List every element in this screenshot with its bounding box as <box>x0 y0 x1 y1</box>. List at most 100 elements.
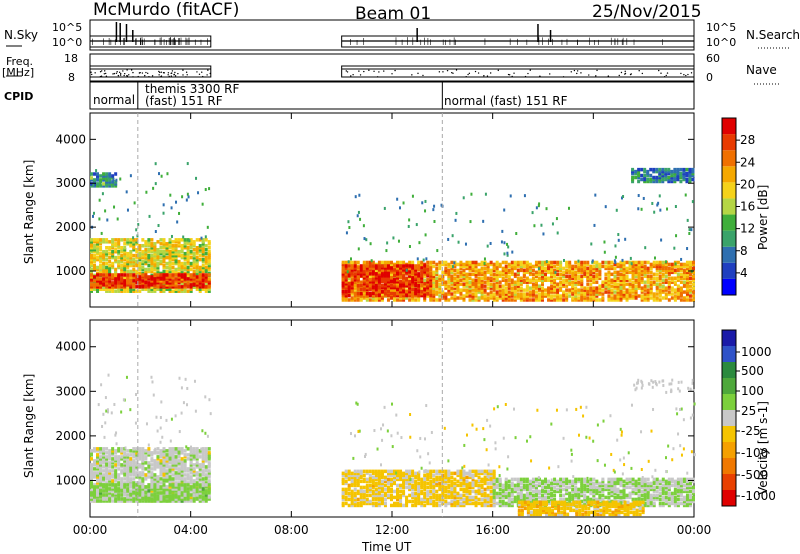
heatmap-cell <box>108 174 112 178</box>
heatmap-cell <box>640 278 644 282</box>
heatmap-cell <box>489 284 493 288</box>
heatmap-cell <box>123 455 127 459</box>
heatmap-cell <box>420 276 424 280</box>
heatmap-cell <box>195 261 199 266</box>
heatmap-cell <box>531 264 535 269</box>
heatmap-cell <box>426 283 430 288</box>
heatmap-cell <box>180 491 184 495</box>
heatmap-cell <box>528 292 532 296</box>
heatmap-cell <box>96 447 100 451</box>
heatmap-cell <box>177 485 181 489</box>
heatmap-cell <box>574 264 578 269</box>
heatmap-cell <box>192 471 196 475</box>
heatmap-cell <box>528 266 532 271</box>
heatmap-cell <box>583 268 587 273</box>
heatmap-cell <box>525 298 529 302</box>
heatmap-cell <box>507 268 511 273</box>
heatmap-cell <box>408 264 412 268</box>
heatmap-cell <box>141 259 145 264</box>
heatmap-cell <box>396 272 400 276</box>
heatmap-cell <box>186 447 190 451</box>
heatmap-cell <box>565 274 569 279</box>
heatmap-cell <box>159 465 163 469</box>
heatmap-cell <box>691 290 695 294</box>
heatmap-cell <box>544 260 548 265</box>
heatmap-cell <box>129 244 133 248</box>
heatmap-cell <box>141 487 145 491</box>
heatmap-cell <box>201 275 205 279</box>
heatmap-cell <box>96 477 100 481</box>
beam-title: Beam 01 <box>355 4 432 24</box>
heatmap-cell <box>559 272 563 277</box>
heatmap-cell <box>486 244 489 248</box>
heatmap-cell <box>492 296 496 300</box>
heatmap-cell <box>396 266 400 270</box>
heatmap-cell <box>201 242 205 246</box>
heatmap-cell <box>522 264 526 269</box>
heatmap-cell <box>356 501 360 506</box>
heatmap-cell <box>531 268 535 273</box>
heatmap-cell <box>468 262 472 267</box>
heatmap-cell <box>350 289 354 294</box>
heatmap-cell <box>96 267 100 272</box>
heatmap-cell <box>374 497 378 502</box>
heatmap-cell <box>377 287 381 292</box>
heatmap-cell <box>405 291 409 296</box>
heatmap-cell <box>204 475 208 479</box>
heatmap-cell <box>468 260 472 265</box>
heatmap-cell <box>429 298 433 302</box>
heatmap-cell <box>368 291 372 296</box>
heatmap-cell <box>192 499 196 503</box>
heatmap-cell <box>365 238 368 242</box>
heatmap-cell <box>350 274 354 278</box>
heatmap-cell <box>438 290 442 294</box>
heatmap-cell <box>192 251 196 256</box>
heatmap-cell <box>607 290 611 294</box>
nave-dot <box>185 76 187 78</box>
heatmap-cell <box>679 167 683 172</box>
heatmap-cell <box>201 455 205 459</box>
heatmap-cell <box>177 487 181 491</box>
heatmap-cell <box>368 487 372 492</box>
heatmap-cell <box>90 499 93 503</box>
heatmap-cell <box>447 268 451 273</box>
heatmap-cell <box>207 267 211 272</box>
heatmap-cell <box>147 267 151 272</box>
heatmap-cell <box>386 274 390 278</box>
heatmap-cell <box>150 263 154 268</box>
heatmap-cell <box>556 294 560 298</box>
heatmap-cell <box>90 483 93 487</box>
heatmap-cell <box>207 447 211 451</box>
heatmap-cell <box>153 285 157 289</box>
heatmap-cell <box>622 266 626 271</box>
heatmap-cell <box>377 278 381 282</box>
heatmap-cell <box>171 285 175 289</box>
heatmap-cell <box>507 296 511 300</box>
heatmap-cell <box>207 463 211 467</box>
heatmap-cell <box>165 273 169 277</box>
heatmap-cell <box>141 457 145 461</box>
heatmap-cell <box>347 487 351 492</box>
heatmap-cell <box>186 277 190 281</box>
heatmap-cell <box>105 459 109 463</box>
heatmap-cell <box>96 479 100 483</box>
heatmap-cell <box>180 479 184 483</box>
heatmap-cell <box>114 493 118 497</box>
heatmap-cell <box>486 262 490 267</box>
heatmap-cell <box>386 278 390 282</box>
heatmap-cell <box>574 272 578 277</box>
heatmap-cell <box>510 264 514 269</box>
heatmap-cell <box>613 262 617 267</box>
heatmap-cell <box>408 266 412 270</box>
heatmap-cell <box>592 286 596 290</box>
heatmap-cell <box>365 471 369 476</box>
heatmap-cell <box>676 167 680 172</box>
heatmap-cell <box>108 180 112 184</box>
heatmap-cell <box>153 259 157 264</box>
nave-dot <box>185 71 188 73</box>
heatmap-cell <box>646 294 650 298</box>
heatmap-cell <box>503 208 506 212</box>
heatmap-cell <box>450 282 454 286</box>
heatmap-cell <box>456 268 460 273</box>
heatmap-cell <box>141 463 145 467</box>
